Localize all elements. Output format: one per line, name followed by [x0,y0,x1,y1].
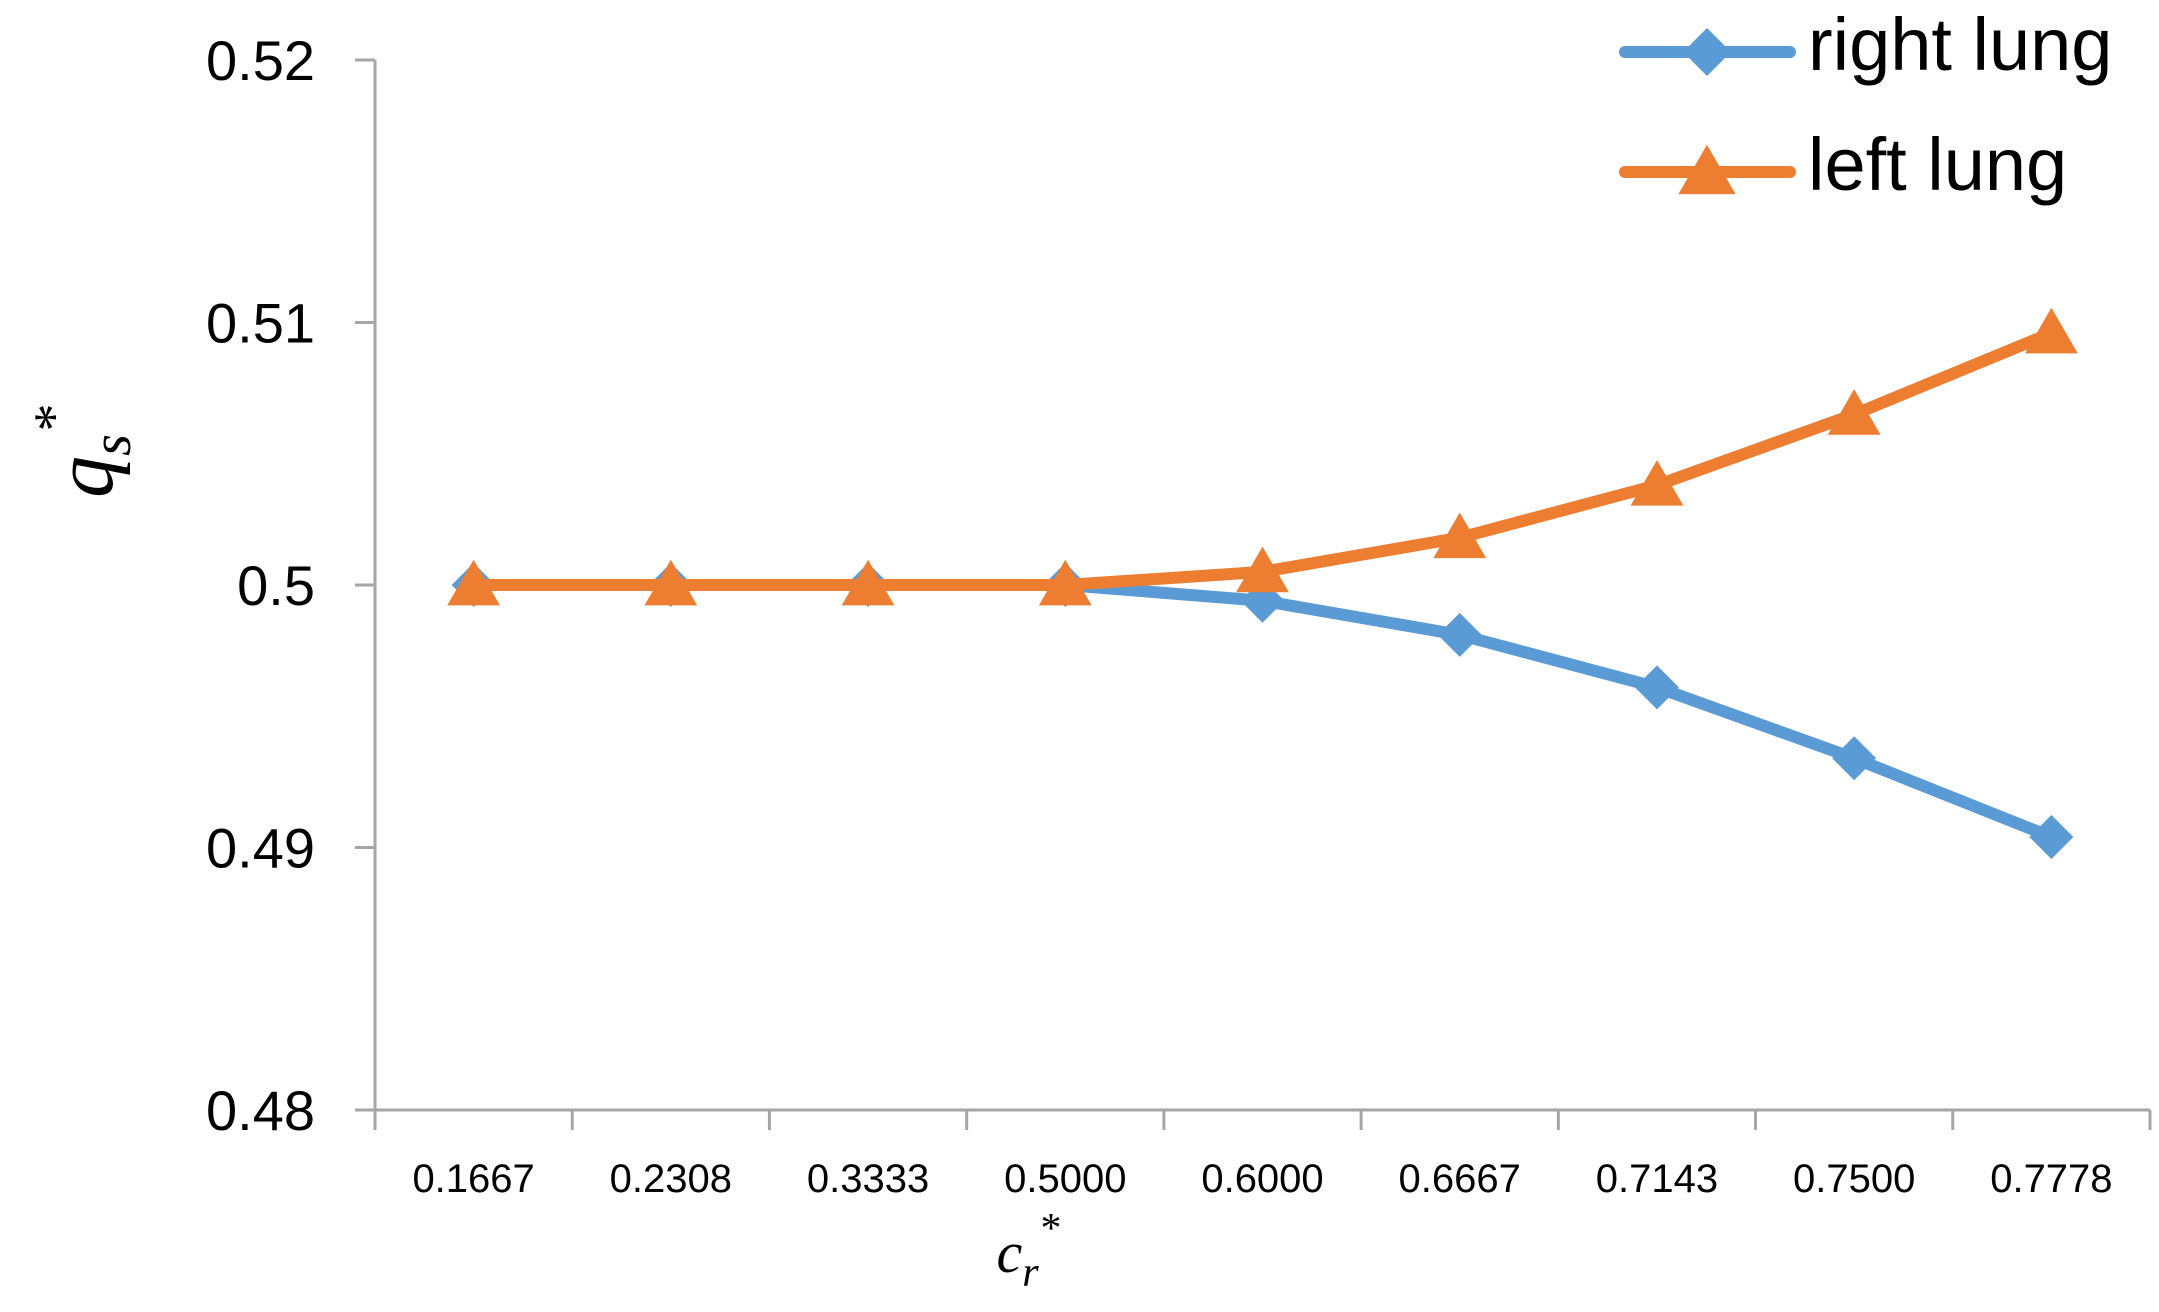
legend-item-right-lung: right lung [1619,3,2112,86]
legend-label-left-lung: left lung [1808,123,2067,206]
x-axis-title-sub: r [1022,1250,1039,1296]
x-tick-label: 0.3333 [807,1157,929,1201]
series-right-lung [451,563,2074,859]
y-axis-title-sub: s [81,434,143,456]
data-point-left-lung [1236,546,1289,593]
y-axis-title-sup: * [23,406,85,434]
x-axis-title: cr* [996,1206,1059,1296]
series-left-lung [447,307,2078,606]
series-layer [447,307,2078,859]
x-tick-label: 0.7500 [1793,1157,1915,1201]
data-point-left-lung [644,559,698,606]
data-point-right-lung [1437,612,1482,657]
data-point-left-lung [841,559,895,606]
y-axis-title: qs* [23,406,143,498]
x-tick-label: 0.6667 [1399,1157,1521,1201]
data-point-left-lung [2024,307,2078,354]
data-point-right-lung [1634,665,1679,710]
y-axis-title-base: q [38,456,131,498]
data-point-left-lung [1827,389,1881,435]
y-tick-label: 0.5 [237,554,315,617]
data-point-right-lung [2029,815,2074,859]
data-point-right-lung [1832,736,1877,781]
data-point-left-lung [1433,512,1487,559]
series-line-right-lung [467,579,2058,843]
legend: right lung left lung [1619,3,2112,206]
data-point-left-lung [1630,460,1684,506]
legend-label-right-lung: right lung [1808,3,2112,86]
x-tick-label: 0.5000 [1004,1157,1126,1201]
x-tick-label: 0.7778 [1990,1157,2112,1201]
x-axis-title-base: c [996,1220,1022,1285]
y-tick-label: 0.49 [206,817,315,880]
y-tick-label: 0.52 [206,29,315,92]
y-tick-label: 0.48 [206,1079,315,1142]
axes: 0.48 0.49 0.5 0.51 0.52 0.1667 0.2308 0.3333 0.5… [206,29,2152,1201]
x-tick-label: 0.2308 [610,1157,732,1201]
x-tick-label: 0.1667 [412,1157,534,1201]
legend-marker-left-lung [1678,144,1736,195]
x-tick-label: 0.7143 [1596,1157,1718,1201]
data-point-left-lung [447,559,501,606]
x-tick-label: 0.6000 [1201,1157,1323,1201]
legend-item-left-lung: left lung [1619,123,2067,206]
x-axis-title-sup: * [1039,1206,1060,1252]
y-tick-label: 0.51 [206,292,315,355]
legend-marker-right-lung [1683,28,1731,76]
data-point-left-lung [1038,559,1092,606]
